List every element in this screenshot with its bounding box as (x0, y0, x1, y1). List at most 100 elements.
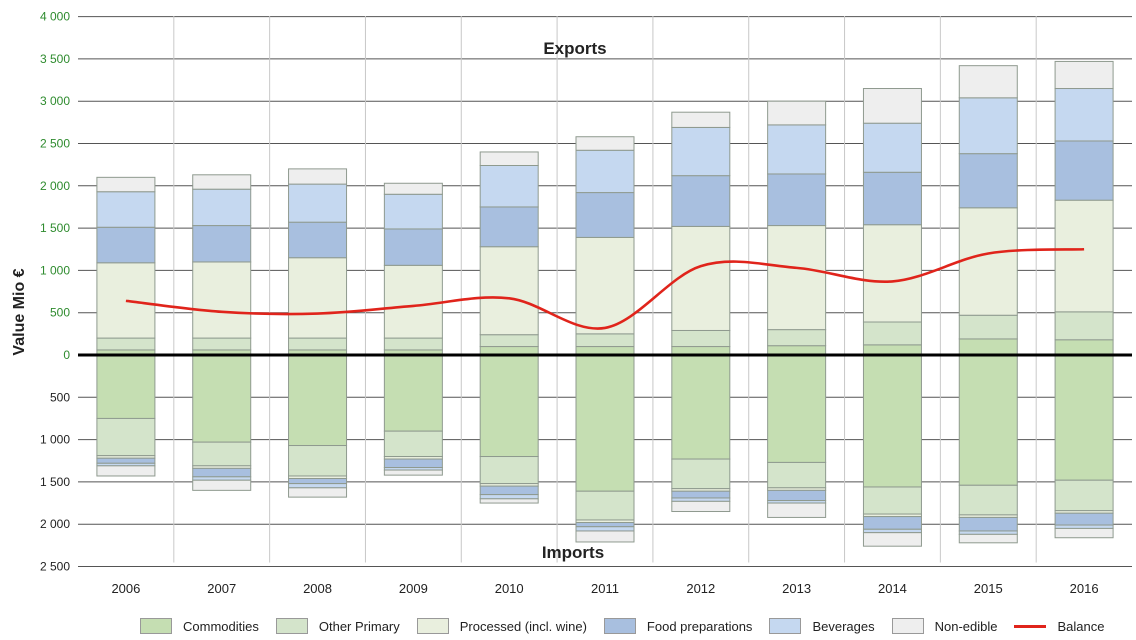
x-tick-label: 2008 (303, 581, 332, 596)
bar-import-commodities-2011 (575, 354, 635, 492)
legend: Commodities Other Primary Processed (incl.… (140, 616, 1121, 636)
bar-import-beverages-2015 (958, 530, 1018, 535)
bar-export-food-preparations-2011 (575, 192, 635, 238)
bar-export-commodities-2014 (862, 344, 922, 356)
bar-export-other-primary-2006 (96, 337, 156, 351)
bar-export-other-primary-2009 (383, 337, 443, 351)
y-tick-label: 2 500 (40, 560, 70, 574)
bar-import-other-primary-2015 (958, 484, 1018, 516)
bar-import-non-edible-2011 (575, 530, 635, 543)
legend-label: Food preparations (646, 618, 753, 634)
legend-item: Non-edible (891, 618, 998, 634)
legend-item: Balance (1014, 619, 1104, 634)
bar-import-beverages-2010 (479, 494, 539, 500)
bar-export-non-edible-2009 (383, 182, 443, 195)
bar-export-other-primary-2014 (862, 321, 922, 346)
bar-import-commodities-2016 (1054, 354, 1114, 481)
legend-color-swatch (769, 618, 802, 634)
bar-import-non-edible-2016 (1054, 527, 1114, 539)
bar-export-food-preparations-2006 (96, 226, 156, 264)
x-tick-label: 2013 (782, 581, 811, 596)
bar-import-non-edible-2014 (862, 532, 922, 547)
y-tick-label: 3 500 (40, 52, 70, 66)
x-tick-label: 2006 (111, 581, 140, 596)
bar-export-beverages-2006 (96, 191, 156, 228)
bar-import-other-primary-2013 (767, 461, 827, 489)
bar-export-food-preparations-2012 (671, 175, 731, 227)
bar-import-other-primary-2009 (383, 430, 443, 458)
legend-item: Commodities (140, 618, 259, 634)
bar-export-other-primary-2007 (192, 337, 252, 351)
legend-label: Processed (incl. wine) (459, 618, 587, 634)
y-tick-label: 1 500 (40, 475, 70, 489)
bar-export-processed-incl-wine-2009 (383, 264, 443, 339)
bar-import-commodities-2009 (383, 354, 443, 432)
bar-export-non-edible-2014 (862, 88, 922, 124)
bar-import-commodities-2013 (767, 354, 827, 463)
chart: 0 500 1 000 1 500 2 000 2 500 3 000 3 500 4 000 5… (11, 10, 1132, 596)
bar-import-food-preparations-2014 (862, 516, 922, 530)
legend-item: Processed (incl. wine) (416, 618, 587, 634)
bar-import-commodities-2012 (671, 354, 731, 460)
y-tick-label: 4 000 (40, 10, 70, 24)
x-tick-label: 2011 (591, 581, 619, 596)
bar-export-processed-incl-wine-2010 (479, 246, 539, 336)
bar-export-beverages-2009 (383, 193, 443, 230)
bar-export-other-primary-2013 (767, 329, 827, 347)
bar-export-non-edible-2010 (479, 151, 539, 166)
bar-export-food-preparations-2010 (479, 206, 539, 248)
bar-export-other-primary-2011 (575, 333, 635, 348)
bar-export-beverages-2007 (192, 188, 252, 227)
bar-export-beverages-2016 (1054, 88, 1114, 142)
bar-import-food-preparations-2015 (958, 516, 1018, 532)
bar-import-food-preparations-2011 (575, 522, 635, 528)
bar-import-food-preparations-2016 (1054, 512, 1114, 526)
bar-export-beverages-2010 (479, 164, 539, 208)
legend-label: Non-edible (934, 618, 998, 634)
legend-color-swatch (275, 618, 308, 634)
x-tick-label: 2012 (686, 581, 715, 596)
bars (96, 60, 1114, 547)
y-tick-label: 1 000 (40, 263, 70, 277)
bar-import-other-primary-2014 (862, 486, 922, 515)
bar-export-processed-incl-wine-2016 (1054, 199, 1114, 313)
legend-line-swatch (1014, 624, 1047, 628)
y-tick-label: 2 500 (40, 137, 70, 151)
bar-import-non-edible-2010 (479, 498, 539, 504)
bar-import-non-edible-2007 (192, 479, 252, 491)
bar-export-commodities-2015 (958, 338, 1018, 356)
bar-export-non-edible-2008 (288, 168, 348, 185)
legend-color-swatch (891, 618, 924, 634)
bar-import-commodities-2007 (192, 354, 252, 443)
bar-export-non-edible-2012 (671, 111, 731, 128)
bar-export-beverages-2015 (958, 97, 1018, 155)
bar-import-food-preparations-2009 (383, 458, 443, 469)
bar-export-commodities-2016 (1054, 339, 1114, 356)
bar-import-non-edible-2013 (767, 502, 827, 518)
bar-import-other-primary-2016 (1054, 479, 1114, 512)
bar-import-food-preparations-2008 (288, 478, 348, 485)
legend-color-swatch (603, 618, 636, 634)
y-tick-label: 2 000 (40, 517, 70, 531)
bar-export-beverages-2008 (288, 183, 348, 223)
bar-export-processed-incl-wine-2014 (862, 224, 922, 323)
bar-import-commodities-2015 (958, 354, 1018, 486)
bar-export-non-edible-2013 (767, 100, 827, 126)
bar-export-processed-incl-wine-2007 (192, 261, 252, 339)
legend-label: Other Primary (318, 618, 400, 634)
bar-export-food-preparations-2014 (862, 171, 922, 226)
y-tick-label: 2 000 (40, 179, 70, 193)
bar-import-commodities-2006 (96, 354, 156, 419)
bar-export-food-preparations-2016 (1054, 140, 1114, 201)
legend-label: Balance (1057, 618, 1105, 634)
legend-item: Other Primary (275, 618, 400, 634)
bar-export-beverages-2012 (671, 126, 731, 177)
bar-import-commodities-2008 (288, 354, 348, 447)
balance-line (125, 247, 1085, 330)
x-tick-label: 2010 (495, 581, 524, 596)
y-tick-labels: 0 500 1 000 1 500 2 000 2 500 3 000 3 500 4 000 5… (40, 10, 70, 574)
bar-import-food-preparations-2006 (96, 457, 156, 464)
bar-import-non-edible-2012 (671, 500, 731, 513)
bar-export-food-preparations-2008 (288, 221, 348, 259)
bar-import-beverages-2008 (288, 483, 348, 489)
